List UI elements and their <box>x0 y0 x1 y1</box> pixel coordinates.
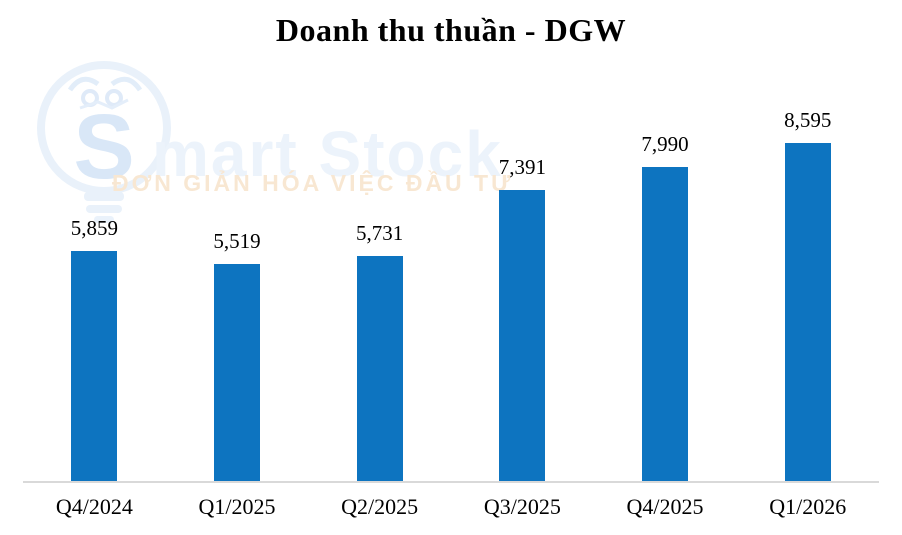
bar-value-label: 5,859 <box>70 216 118 240</box>
plot-area: 5,859 5,519 5,731 7,391 7,990 8,595 Q4/2024 Q1… <box>23 0 879 535</box>
x-axis-line <box>23 481 879 483</box>
bar <box>784 143 831 481</box>
bar-column: 5,859 <box>23 218 166 481</box>
bar <box>71 251 118 481</box>
bar-column: 7,391 <box>451 157 594 481</box>
x-axis-labels: Q4/2024 Q1/2025 Q2/2025 Q3/2025 Q4/2025 Q1/20… <box>23 494 879 520</box>
bar-value-label: 7,990 <box>641 132 689 156</box>
bar-column: 5,519 <box>166 231 309 481</box>
x-axis-label: Q3/2025 <box>483 494 561 519</box>
chart-title: Doanh thu thuần - DGW <box>275 12 627 48</box>
bar <box>214 264 260 481</box>
x-axis-label: Q1/2025 <box>198 494 276 519</box>
bar-value-label: 5,731 <box>356 221 404 245</box>
x-axis-label: Q2/2025 <box>341 494 419 519</box>
x-axis-label: Q1/2026 <box>769 494 847 519</box>
bar-value-label: 5,519 <box>213 229 261 253</box>
bar-value-label: 8,595 <box>784 108 832 132</box>
x-axis-label: Q4/2025 <box>626 494 704 519</box>
x-axis-label: Q4/2024 <box>55 494 133 519</box>
bar <box>499 190 546 481</box>
bar <box>356 256 403 481</box>
bar <box>642 167 689 481</box>
bar-column: 5,731 <box>308 223 451 481</box>
bar-column: 7,990 <box>594 134 737 481</box>
bar-value-label: 7,391 <box>498 155 546 179</box>
bars-row: 5,859 5,519 5,731 7,391 7,990 8,595 <box>23 0 879 481</box>
bar-column: 8,595 <box>736 110 879 481</box>
